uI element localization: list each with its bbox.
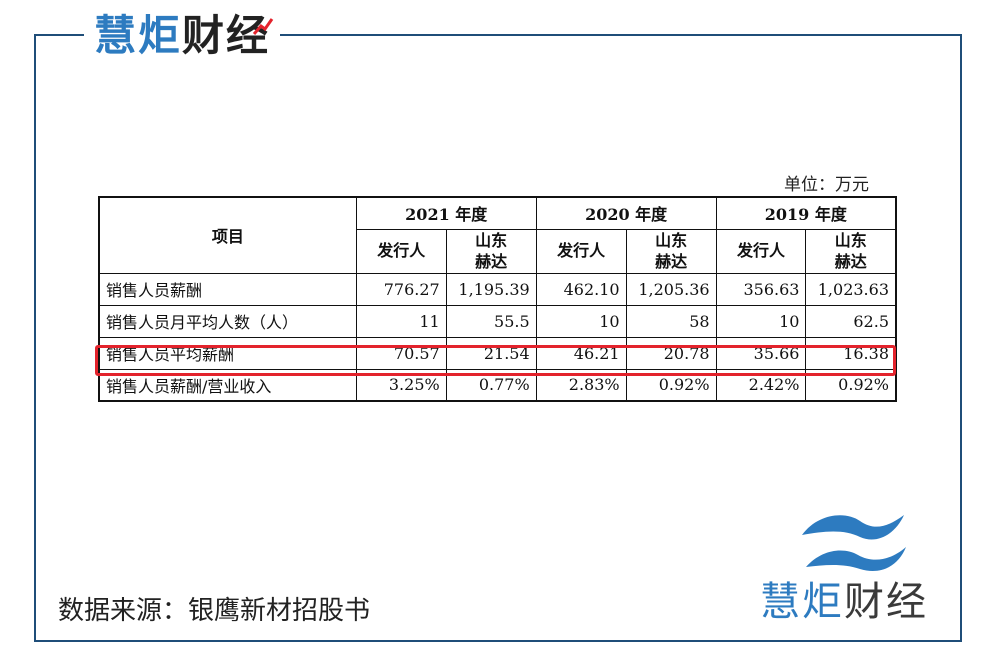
sub-header-issuer: 发行人	[535, 228, 627, 274]
table-row: 销售人员薪酬/营业收入 3.25% 0.77% 2.83% 0.92% 2.42…	[98, 368, 897, 402]
header-brand-logo: 慧炬 财经	[84, 6, 281, 66]
sub-header-shandong-heda: 山东 赫达	[805, 228, 897, 274]
year-header-2020: 2020 年度	[535, 196, 717, 230]
table-cell: 10	[535, 304, 627, 338]
sub-header-shandong-heda: 山东 赫达	[445, 228, 537, 274]
table-cell: 46.21	[535, 336, 627, 370]
table-cell: 20.78	[625, 336, 717, 370]
brand-part-2: 财经	[182, 11, 271, 60]
source-note: 数据来源：银鹰新材招股书	[58, 596, 371, 626]
unit-label: 单位：万元	[784, 175, 869, 195]
highlight-box	[95, 345, 896, 376]
year-header-2019: 2019 年度	[715, 196, 897, 230]
table-cell: 462.10	[535, 272, 627, 306]
table-cell: 1,023.63	[805, 272, 897, 306]
table-row: 销售人员月平均人数（人） 11 55.5 10 58 10 62.5	[98, 304, 897, 338]
year-header-row: 项目 2021 年度 2020 年度 2019 年度	[98, 196, 897, 274]
item-header: 项目	[98, 196, 357, 274]
comparison-table: 项目 2021 年度 2020 年度 2019 年度 发行人 山东 赫达 发行人 …	[98, 196, 897, 403]
brand-part-1: 慧炬	[94, 11, 183, 60]
table-cell: 1,195.39	[445, 272, 537, 306]
table-cell: 21.54	[445, 336, 537, 370]
table-cell: 55.5	[445, 304, 537, 338]
table-cell: 11	[355, 304, 447, 338]
sub-header-shandong-heda: 山东 赫达	[625, 228, 717, 274]
table-cell: 62.5	[805, 304, 897, 338]
sub-header-row: 发行人 山东 赫达 发行人 山东 赫达 发行人 山东 赫达	[99, 228, 897, 274]
brand-part-1: 慧炬	[760, 579, 844, 625]
sub-header-issuer: 发行人	[715, 228, 807, 274]
table-cell: 58	[625, 304, 717, 338]
row-label: 销售人员平均薪酬	[98, 336, 357, 370]
page-frame	[34, 34, 962, 642]
table-row: 销售人员薪酬 776.27 1,195.39 462.10 1,205.36 3…	[98, 272, 897, 306]
row-label: 销售人员薪酬	[98, 272, 357, 306]
year-header-2021: 2021 年度	[355, 196, 537, 230]
table-cell: 1,205.36	[625, 272, 717, 306]
row-label: 销售人员月平均人数（人）	[98, 304, 357, 338]
table-cell: 356.63	[715, 272, 807, 306]
table-row-highlighted: 销售人员平均薪酬 70.57 21.54 46.21 20.78 35.66 1…	[98, 336, 897, 370]
spark-icon	[252, 18, 274, 35]
brand-wave-icon	[802, 515, 906, 571]
footer-brand-logo: 慧炬财经	[760, 582, 928, 622]
brand-part-2: 财经	[844, 579, 928, 625]
table-cell: 10	[715, 304, 807, 338]
sub-header-issuer: 发行人	[355, 228, 447, 274]
table-cell: 776.27	[355, 272, 447, 306]
